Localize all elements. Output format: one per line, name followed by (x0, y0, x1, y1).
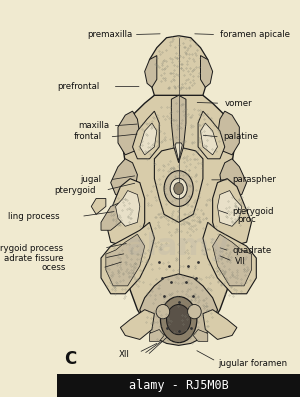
Text: quadrate: quadrate (232, 247, 271, 255)
Text: ling process: ling process (8, 212, 60, 221)
Ellipse shape (156, 304, 170, 319)
Polygon shape (220, 159, 247, 198)
Text: ocess: ocess (41, 264, 66, 272)
Text: alamy - RJ5M0B: alamy - RJ5M0B (129, 379, 229, 392)
Ellipse shape (160, 297, 197, 343)
Polygon shape (200, 56, 213, 87)
Bar (57, 374, 300, 397)
Text: maxilla: maxilla (78, 121, 110, 130)
Polygon shape (218, 191, 242, 226)
Text: premaxilla: premaxilla (87, 30, 133, 39)
Ellipse shape (170, 178, 187, 199)
Polygon shape (213, 234, 251, 286)
Text: jugal: jugal (80, 175, 101, 184)
Text: paraspher: paraspher (232, 175, 276, 184)
Polygon shape (171, 95, 186, 163)
Polygon shape (106, 179, 145, 246)
Ellipse shape (167, 304, 191, 335)
Text: alamy: alamy (127, 231, 230, 261)
Polygon shape (175, 143, 182, 161)
Polygon shape (149, 330, 164, 341)
Polygon shape (111, 159, 137, 198)
Text: vomer: vomer (225, 99, 252, 108)
Text: pterygoid: pterygoid (232, 207, 274, 216)
Text: adrate fissure: adrate fissure (4, 254, 64, 262)
Ellipse shape (174, 183, 184, 195)
Text: C: C (64, 350, 77, 368)
Polygon shape (218, 111, 239, 155)
Polygon shape (116, 191, 140, 226)
Text: pterygoid: pterygoid (54, 186, 96, 195)
Text: rygoid process: rygoid process (0, 244, 63, 252)
Polygon shape (203, 222, 256, 294)
Text: prefrontal: prefrontal (58, 82, 100, 91)
Text: VII: VII (235, 257, 245, 266)
Text: XII: XII (119, 350, 130, 358)
Ellipse shape (164, 171, 193, 206)
Polygon shape (118, 111, 140, 155)
Polygon shape (200, 123, 218, 155)
Text: frontal: frontal (74, 133, 102, 141)
Polygon shape (106, 234, 145, 286)
Polygon shape (193, 330, 208, 341)
Polygon shape (133, 111, 159, 159)
Text: proc: proc (237, 215, 256, 224)
Polygon shape (140, 274, 218, 345)
Polygon shape (101, 202, 120, 230)
Polygon shape (91, 198, 106, 214)
Text: jugular foramen: jugular foramen (219, 359, 288, 368)
Polygon shape (198, 111, 225, 159)
Polygon shape (118, 95, 239, 343)
Polygon shape (149, 36, 208, 95)
Polygon shape (213, 179, 251, 246)
Polygon shape (154, 147, 203, 222)
Text: palatine: palatine (224, 133, 259, 141)
Ellipse shape (188, 304, 201, 319)
Polygon shape (101, 222, 154, 294)
Polygon shape (140, 123, 157, 155)
Text: foramen apicale: foramen apicale (220, 30, 290, 39)
Polygon shape (120, 310, 154, 339)
Polygon shape (203, 310, 237, 339)
Polygon shape (145, 56, 157, 87)
